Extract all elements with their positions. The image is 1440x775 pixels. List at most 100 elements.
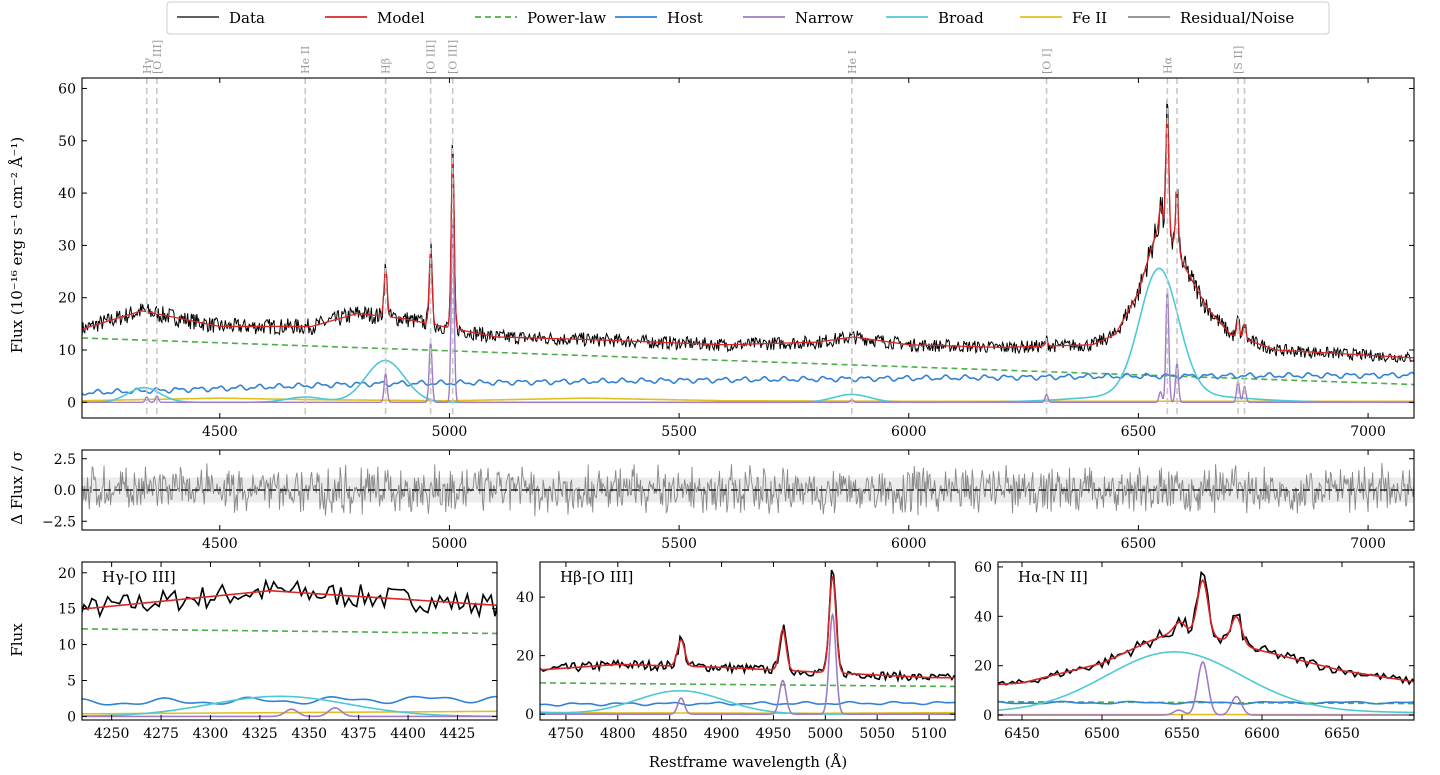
y-tick-label: 20 (58, 566, 76, 582)
legend-box (166, 1, 1330, 35)
x-tick-label: 7000 (1350, 424, 1386, 440)
x-tick-label: 5500 (661, 424, 697, 440)
zoom-panel-title: Hβ-[O III] (560, 568, 633, 586)
legend-label: Data (229, 9, 265, 27)
emission-line-label: [O III] (447, 40, 460, 74)
y-tick-label: 0.0 (54, 483, 76, 499)
x-tick-label: 6000 (891, 424, 927, 440)
fe-ii-series (82, 397, 1414, 403)
legend-label: Narrow (795, 9, 853, 27)
emission-line-label: Hγ (141, 57, 154, 74)
plot-area (82, 100, 1414, 404)
zoom-y-axis-label: Flux (8, 623, 26, 657)
zoom-narrow-series (540, 612, 955, 715)
legend-label: Broad (938, 9, 984, 27)
x-tick-label: 4325 (242, 726, 278, 742)
x-tick-label: 4350 (291, 726, 327, 742)
x-tick-label: 4750 (548, 726, 584, 742)
x-tick-label: 6500 (1121, 424, 1157, 440)
x-tick-label: 6450 (1004, 726, 1040, 742)
y-tick-label: 15 (58, 602, 76, 618)
zoom-broad-series (82, 695, 497, 718)
legend-label: Model (377, 9, 425, 27)
zoom-panel-3: 6450 6500 6550 6600 6650 0 20 40 60 Hα-[N II] (974, 560, 1415, 742)
zoom-model-series (82, 589, 497, 610)
plot-area (82, 578, 497, 718)
y-tick-label: 0 (525, 707, 534, 723)
x-tick-label: 6650 (1324, 726, 1360, 742)
x-tick-label: 5000 (432, 536, 468, 552)
residual-panel: 4500 5000 5500 6000 6500 7000 −2.5 0.0 2.5 (42, 449, 1415, 552)
y-tick-label: 5 (67, 674, 76, 690)
main-y-axis-label: Flux (10⁻¹⁶ erg s⁻¹ cm⁻² Å⁻¹) (8, 137, 26, 354)
x-tick-label: 5100 (911, 726, 947, 742)
emission-line-label: [O I] (1041, 49, 1054, 74)
y-tick-label: 20 (516, 649, 534, 665)
legend-label: Residual/Noise (1180, 9, 1294, 27)
y-tick-label: 10 (58, 638, 76, 654)
main-spectrum-panel: Hγ[O III] He II Hβ [O III] [O III] He I [O I] H… (58, 40, 1415, 440)
zoom-narrow-series (82, 706, 497, 718)
y-tick-label: 50 (58, 134, 76, 150)
y-tick-label: 30 (58, 238, 76, 254)
legend: Data Model Power-law Host Narrow Broad Fe II Re… (166, 1, 1330, 35)
x-tick-label: 6000 (891, 536, 927, 552)
x-tick-label: 4400 (390, 726, 426, 742)
y-tick-label: 40 (516, 590, 534, 606)
x-tick-label: 6600 (1244, 726, 1280, 742)
x-tick-label: 5050 (859, 726, 895, 742)
emission-line-label: [S II] (1232, 46, 1245, 74)
x-tick-label: 4425 (440, 726, 476, 742)
zoom-narrow-series (998, 660, 1414, 716)
x-tick-label: 4500 (202, 424, 238, 440)
emission-line-label: Hα (1161, 56, 1174, 74)
x-tick-label: 7000 (1350, 536, 1386, 552)
y-tick-label: 40 (58, 186, 76, 202)
plot-area (998, 570, 1414, 716)
zoom-data-series (82, 578, 497, 619)
axes-frame (997, 561, 1415, 721)
x-tick-label: 4300 (193, 726, 229, 742)
emission-line-label: [O III] (425, 40, 438, 74)
legend-label: Power-law (527, 9, 606, 27)
x-tick-label: 4800 (600, 726, 636, 742)
emission-line-label: He I (846, 50, 859, 74)
zoom-power-law-series (540, 682, 955, 688)
y-tick-label: 60 (58, 81, 76, 97)
axes-frame (81, 561, 498, 721)
zoom-host-series (540, 700, 955, 707)
model-series (82, 117, 1414, 359)
zoom-panel-1: 4250 4275 4300 4325 4350 4375 4400 4425 0 5 10 15 20… (58, 561, 498, 742)
x-axis-label: Restframe wavelength (Å) (649, 753, 848, 771)
broad-series (82, 267, 1414, 404)
zoom-panel-2: 4750 4800 4850 4900 4950 5000 5050 5100 0 20 40 Hβ-… (516, 561, 956, 742)
axes-frame (539, 561, 956, 721)
y-tick-label: −2.5 (42, 514, 76, 530)
host-series (82, 371, 1414, 396)
y-tick-label: 40 (974, 609, 992, 625)
plot-area (540, 569, 955, 715)
y-tick-label: 20 (58, 291, 76, 307)
x-tick-label: 6550 (1164, 726, 1200, 742)
zoom-data-series (540, 569, 955, 683)
narrow-series (82, 224, 1414, 404)
emission-line-label: [O III] (151, 40, 164, 74)
y-tick-label: 0 (67, 709, 76, 725)
emission-line-label: Hβ (380, 58, 393, 74)
plot-area (82, 463, 1414, 517)
y-tick-label: 0 (67, 395, 76, 411)
zoom-model-series (540, 576, 955, 679)
x-tick-label: 4850 (652, 726, 688, 742)
power-law-series (82, 337, 1414, 386)
data-series (82, 100, 1414, 364)
zoom-panel-title: Hα-[N II] (1018, 568, 1088, 586)
zoom-host-series (82, 695, 497, 706)
zoom-host-series (998, 700, 1414, 705)
y-tick-label: 10 (58, 343, 76, 359)
y-tick-label: 2.5 (54, 452, 76, 468)
zoom-power-law-series (82, 628, 497, 635)
x-tick-label: 4250 (94, 726, 130, 742)
x-tick-label: 4950 (756, 726, 792, 742)
x-tick-label: 6500 (1121, 536, 1157, 552)
